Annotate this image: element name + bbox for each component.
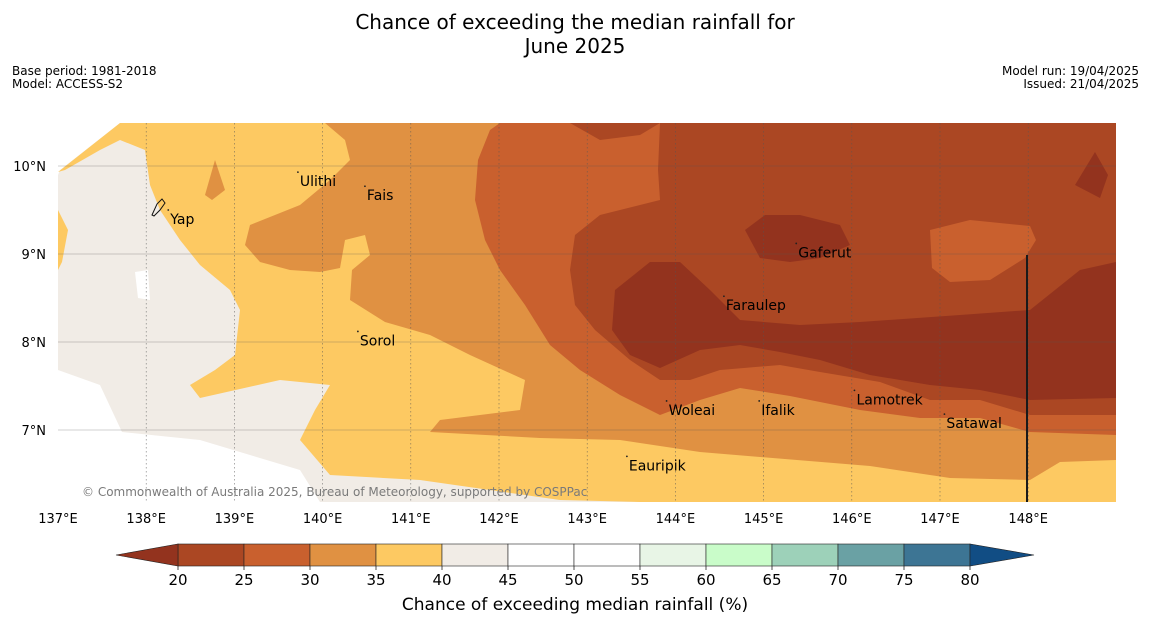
colorbar-tick-label: 65 — [762, 571, 781, 589]
place-marker — [356, 330, 359, 333]
region-below-20-northeast — [1075, 152, 1108, 198]
meta-left: Base period: 1981-2018 Model: ACCESS-S2 — [12, 65, 157, 91]
colorbar-segment — [903, 543, 971, 567]
rainfall-probability-field: © Commonwealth of Australia 2025, Bureau… — [58, 123, 1116, 502]
longitude-label: 144°E — [656, 512, 696, 527]
colorbar-segment — [243, 543, 311, 567]
place-marker — [625, 455, 628, 458]
model-text: Model: ACCESS-S2 — [12, 77, 124, 91]
colorbar-tick-label: 20 — [168, 571, 187, 589]
longitude-label: 140°E — [303, 512, 343, 527]
longitude-label: 138°E — [126, 512, 166, 527]
colorbar-segment — [705, 543, 773, 567]
place-label-lamotrek: Lamotrek — [856, 392, 923, 408]
colorbar-tick-label: 70 — [828, 571, 847, 589]
place-label-yap: Yap — [169, 212, 194, 228]
colorbar: 20 25 30 35 40 45 50 55 60 65 70 75 80 — [115, 543, 1035, 589]
map-title-line-2: June 2025 — [524, 34, 626, 58]
place-label-ulithi: Ulithi — [300, 174, 336, 190]
region-30-35-small — [205, 160, 225, 200]
colorbar-segment — [375, 543, 443, 567]
colorbar-over-arrow — [969, 543, 1035, 567]
region-below-20-north — [745, 215, 850, 262]
region-35-40-west — [58, 210, 68, 270]
colorbar-under-arrow — [115, 543, 179, 567]
place-marker — [297, 171, 299, 174]
longitude-label: 145°E — [744, 512, 784, 527]
latitude-labels: 10°N 9°N 8°N 7°N — [13, 160, 46, 439]
base-period-text: Base period: 1981-2018 — [12, 64, 157, 78]
longitude-labels: 137°E 138°E 139°E 140°E 141°E 142°E 143°E 144°E… — [38, 512, 1048, 527]
colorbar-tick-label: 40 — [432, 571, 451, 589]
colorbar-tick-label: 50 — [564, 571, 583, 589]
place-marker — [364, 185, 366, 188]
place-marker — [853, 389, 856, 392]
colorbar-tick-label: 60 — [696, 571, 715, 589]
meta-right: Model run: 19/04/2025 Issued: 21/04/2025 — [1002, 65, 1139, 91]
place-marker — [795, 242, 798, 245]
longitude-label: 139°E — [215, 512, 255, 527]
colorbar-tick-label: 35 — [366, 571, 385, 589]
place-label-sorol: Sorol — [360, 333, 395, 349]
place-label-ifalik: Ifalik — [761, 403, 795, 419]
region-below-20 — [612, 262, 1116, 400]
place-label-fais: Fais — [367, 188, 394, 204]
colorbar-tick-label: 55 — [630, 571, 649, 589]
longitude-label: 141°E — [391, 512, 431, 527]
latitude-label: 10°N — [13, 160, 46, 175]
longitude-label: 142°E — [479, 512, 519, 527]
region-45-55-north — [58, 123, 120, 175]
colorbar-tick-label: 45 — [498, 571, 517, 589]
latitude-label: 9°N — [22, 248, 47, 263]
longitude-label: 146°E — [832, 512, 872, 527]
gridlines — [58, 123, 1116, 502]
longitude-label: 143°E — [567, 512, 607, 527]
place-label-satawal: Satawal — [946, 416, 1001, 432]
longitude-label: 148°E — [1008, 512, 1048, 527]
place-labels: Yap Ulithi Fais Gaferut Faraulep Sorol Lamotre… — [167, 171, 1002, 474]
longitude-label: 137°E — [38, 512, 78, 527]
colorbar-title: Chance of exceeding median rainfall (%) — [402, 595, 748, 615]
place-marker — [723, 295, 725, 298]
place-label-woleai: Woleai — [669, 403, 716, 419]
colorbar-segment — [507, 543, 575, 567]
colorbar-segment — [837, 543, 905, 567]
region-25-30-patch — [930, 220, 1036, 282]
colorbar-tick-label: 80 — [960, 571, 979, 589]
map-title-line-1: Chance of exceeding the median rainfall … — [355, 10, 795, 34]
region-20-25-top — [570, 123, 660, 140]
model-run-text: Model run: 19/04/2025 — [1001, 64, 1139, 78]
place-label-gaferut: Gaferut — [798, 245, 852, 261]
colorbar-tick-label: 75 — [894, 571, 913, 589]
place-marker — [665, 400, 668, 402]
colorbar-tick-label: 30 — [300, 571, 319, 589]
place-label-faraulep: Faraulep — [726, 298, 786, 314]
colorbar-segment — [441, 543, 509, 567]
latitude-label: 7°N — [22, 424, 47, 439]
colorbar-segment — [639, 543, 707, 567]
colorbar-segment — [177, 543, 245, 567]
place-marker — [758, 400, 761, 402]
copyright-text: © Commonwealth of Australia 2025, Bureau… — [82, 485, 587, 499]
latitude-label: 8°N — [22, 336, 47, 351]
place-marker — [167, 209, 170, 211]
colorbar-tick-label: 25 — [234, 571, 253, 589]
yap-island-outline — [151, 198, 166, 217]
place-label-eauripik: Eauripik — [629, 458, 687, 474]
colorbar-segment — [309, 543, 377, 567]
issued-text: Issued: 21/04/2025 — [1023, 77, 1139, 91]
colorbar-segment — [573, 543, 641, 567]
colorbar-segment — [771, 543, 839, 567]
longitude-label: 147°E — [920, 512, 960, 527]
region-45-55-south — [58, 370, 320, 502]
place-marker — [943, 413, 946, 416]
